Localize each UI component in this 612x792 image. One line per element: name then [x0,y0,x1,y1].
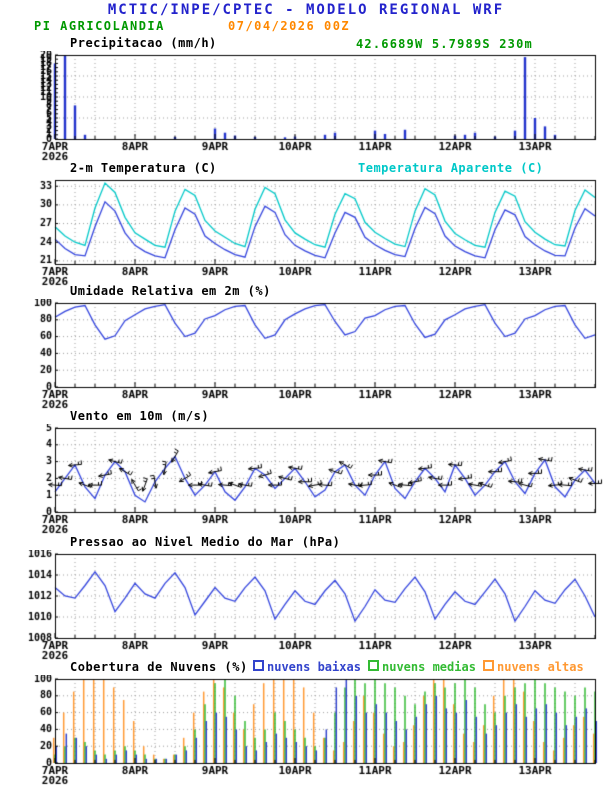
precipitation-chart [0,51,612,163]
legend-low-clouds-label: nuvens baixas [267,660,361,674]
humidity-chart [0,299,612,411]
panel-title-humidity: Umidade Relativa em 2m (%) [70,284,271,298]
high-clouds-swatch-icon [483,660,494,671]
low-clouds-swatch-icon [253,660,264,671]
legend-high-clouds-label: nuvens altas [497,660,584,674]
panel-title-precipitation: Precipitacao (mm/h) [70,36,217,50]
cloud-cover-chart [0,675,612,787]
page-title: MCTIC/INPE/CPTEC - MODELO REGIONAL WRF [107,2,505,18]
panel-title-apparent-temperature: Temperatura Aparente (C) [358,161,544,175]
mid-clouds-swatch-icon [368,660,379,671]
model-run-datetime: 07/04/2026 00Z [228,19,351,33]
pressure-chart [0,550,612,662]
legend-mid-clouds: nuvens medias [368,660,476,674]
panel-title-pressure: Pressao ao Nivel Medio do Mar (hPa) [70,535,341,549]
panel-title-cloud-cover: Cobertura de Nuvens (%) [70,660,248,674]
legend-high-clouds: nuvens altas [483,660,584,674]
panel-title-wind: Vento em 10m (m/s) [70,409,210,423]
wind-chart [0,424,612,536]
legend-mid-clouds-label: nuvens medias [382,660,476,674]
station-coordinates: 42.6689W 5.7989S 230m [356,37,533,51]
panel-title-temperature: 2-m Temperatura (C) [70,161,217,175]
temperature-chart [0,176,612,288]
legend-low-clouds: nuvens baixas [253,660,361,674]
station-name: PI AGRICOLANDIA [34,19,165,33]
